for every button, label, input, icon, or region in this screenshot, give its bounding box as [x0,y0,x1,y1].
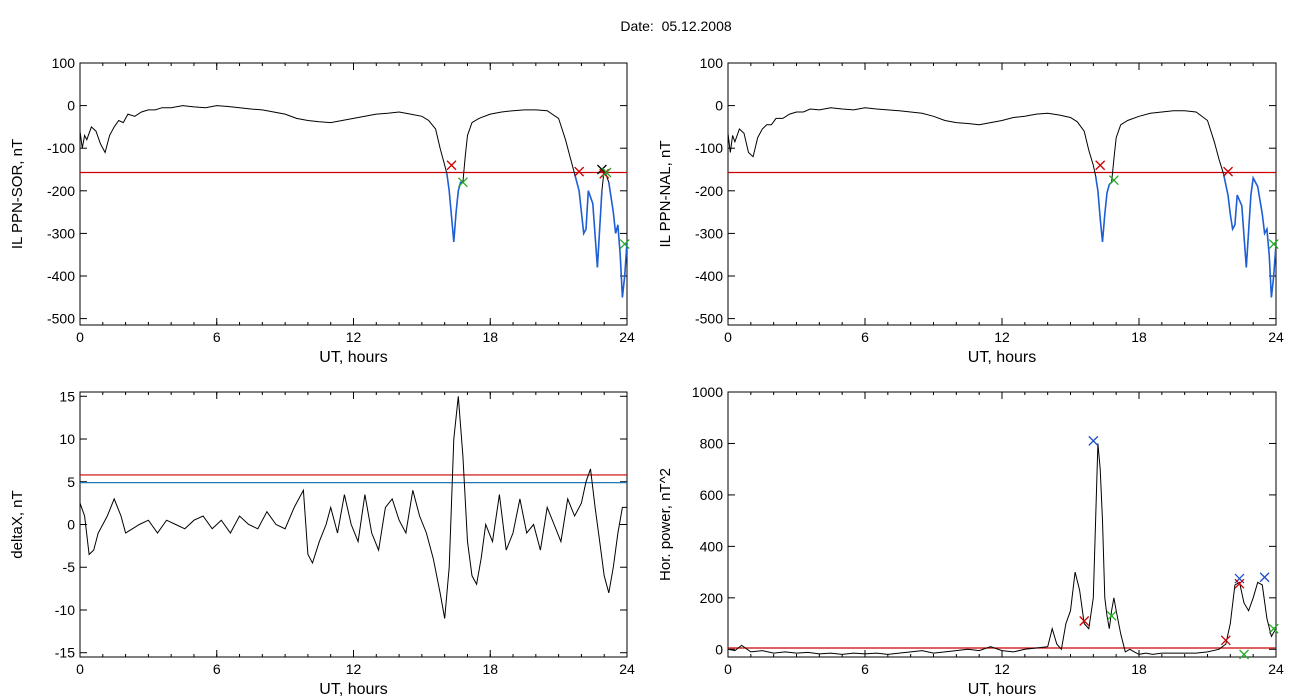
event-marker [1088,435,1099,446]
y-tick-label: 5 [67,474,75,490]
y-tick-label: -100 [47,140,75,156]
x-tick-label: 24 [619,329,635,345]
y-tick-label: -5 [63,559,76,575]
y-tick-label: -15 [55,645,75,661]
y-tick-label: 600 [700,487,724,503]
y-tick-label: -200 [47,183,75,199]
series-line [728,443,1276,655]
y-tick-label: -500 [695,311,723,327]
event-marker [1108,175,1119,186]
y-tick-label: -400 [695,268,723,284]
y-tick-label: -500 [47,311,75,327]
plot-il-ppn-sor: 0 6 12 18 24 -500 -400 -300 -200 -100 0 100 UT, hour… [9,55,635,366]
event-marker [1220,635,1231,646]
plot-il-ppn-nal: 0 6 12 18 24 -500 -400 -300 -200 -100 0 100 UT, hour… [657,55,1284,366]
event-marker [1106,610,1117,621]
y-tick-label: 400 [700,538,724,554]
x-tick-label: 6 [213,661,221,677]
series-line [80,105,627,298]
x-tick-label: 0 [724,329,732,345]
below-threshold-segment [608,182,627,298]
y-tick-label: 100 [700,55,724,71]
y-tick-label: 0 [715,641,723,657]
y-axis-label: deltaX, nT [9,490,26,558]
x-axis-label: UT, hours [968,681,1036,698]
y-tick-label: 200 [700,590,724,606]
x-tick-label: 0 [76,661,84,677]
x-tick-label: 6 [213,329,221,345]
y-axis-label: Hor. power, nT^2 [657,468,674,581]
y-tick-label: 0 [715,98,723,114]
below-threshold-segment [1222,173,1276,298]
y-tick-label: -300 [695,225,723,241]
below-threshold-segment [573,173,603,268]
x-tick-label: 12 [994,661,1010,677]
x-tick-label: 12 [346,661,362,677]
event-marker [1234,573,1245,584]
event-marker [457,177,468,188]
plot-delta-x: 0 6 12 18 24 -15 -10 -5 0 5 10 15 UT, hours deltaX, n… [9,388,635,698]
event-marker [601,167,612,178]
event-marker [619,239,630,250]
y-tick-label: -10 [55,602,75,618]
event-marker [1223,166,1234,177]
y-tick-label: -200 [695,183,723,199]
x-axis-label: UT, hours [968,349,1036,366]
x-tick-label: 0 [76,329,84,345]
x-tick-label: 24 [1268,329,1284,345]
x-tick-label: 12 [346,329,362,345]
x-tick-label: 18 [482,329,498,345]
x-tick-label: 6 [861,329,869,345]
event-marker [1234,578,1245,589]
x-axis-label: UT, hours [319,349,387,366]
x-tick-label: 18 [482,661,498,677]
event-marker [574,166,585,177]
page-title: Date: 05.12.2008 [620,18,732,34]
y-tick-label: 100 [52,55,76,71]
y-tick-label: -100 [695,140,723,156]
y-tick-label: 800 [700,435,724,451]
x-tick-label: 24 [1268,661,1284,677]
event-marker [446,160,457,171]
event-marker [599,168,610,179]
y-tick-label: -400 [47,268,75,284]
x-axis-label: UT, hours [319,681,387,698]
event-marker [1259,572,1270,583]
y-tick-label: 1000 [692,384,723,400]
y-tick-label: 0 [67,517,75,533]
event-marker [1079,616,1090,626]
x-tick-label: 0 [724,661,732,677]
x-tick-label: 12 [994,329,1010,345]
plot-frame [79,62,628,326]
below-threshold-segment [446,173,463,242]
x-tick-label: 24 [619,661,635,677]
plot-horizontal-power: 0 6 12 18 24 0 200 400 600 800 1000 UT, hours Hor. p… [657,384,1284,698]
x-tick-label: 6 [861,661,869,677]
x-tick-label: 18 [1131,661,1147,677]
plot-frame [727,62,1277,326]
y-axis-label: IL PPN-NAL, nT [657,141,674,248]
y-tick-label: 15 [59,388,75,404]
event-marker [1239,649,1249,660]
x-tick-label: 18 [1131,329,1147,345]
y-tick-label: 10 [59,431,75,447]
below-threshold-segment [1094,175,1113,242]
y-tick-label: 0 [67,98,75,114]
event-marker [1095,160,1106,171]
series-line [80,396,627,619]
event-marker [1268,239,1279,250]
series-line [728,107,1276,298]
plot-frame [727,391,1277,658]
event-marker [1268,623,1279,634]
y-axis-label: IL PPN-SOR, nT [9,139,26,249]
y-tick-label: -300 [47,225,75,241]
